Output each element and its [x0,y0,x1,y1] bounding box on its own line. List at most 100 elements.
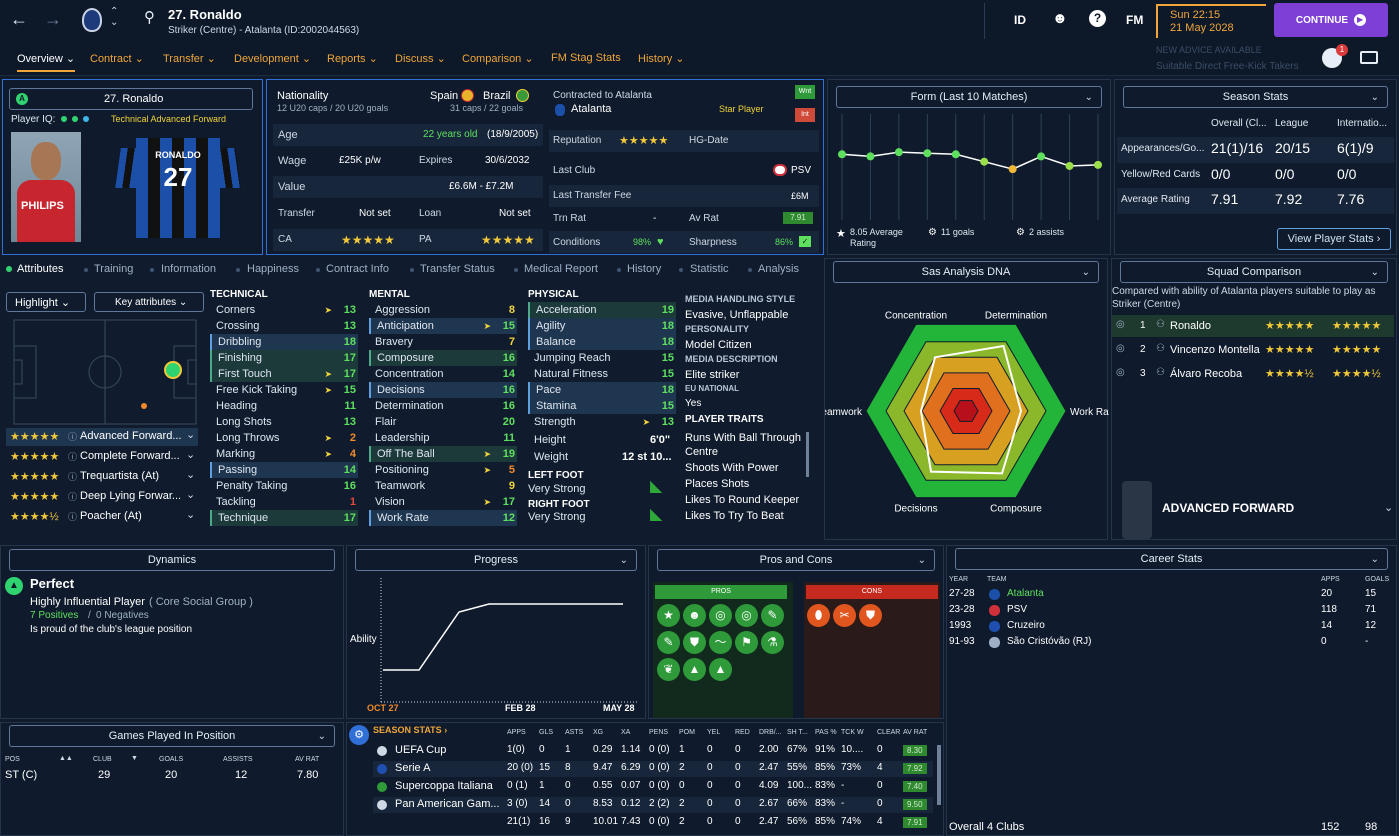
radio-icon[interactable]: ◎ [1116,343,1125,354]
target-icon[interactable]: ◎ [735,604,758,627]
brain-icon[interactable]: ☻ [1052,10,1068,27]
form-point[interactable] [1037,152,1046,161]
traits-scrollbar[interactable] [806,432,809,477]
season-table-scrollbar[interactable] [937,745,941,805]
attribute-row[interactable]: Long Shots 13 [210,414,358,430]
wave-icon[interactable]: 〜 [709,631,732,654]
career-team[interactable]: PSV [1007,604,1028,615]
squad-row[interactable]: ◎ 3 ⚇ Álvaro Recoba ★★★★½ ★★★★½ [1112,363,1394,385]
attribute-row[interactable]: Stamina 15 [528,398,676,414]
attribute-row[interactable]: Balance 18 [528,334,676,350]
cone-icon[interactable]: ▲ [683,658,706,681]
boot-icon[interactable]: ✎ [761,604,784,627]
squad-row[interactable]: ◎ 1 ⚇ Ronaldo ★★★★★ ★★★★★ [1112,315,1394,337]
tab-transfer-status[interactable]: Transfer Status [420,263,495,275]
attribute-row[interactable]: Work Rate 12 [369,510,517,526]
attribute-row[interactable]: Determination 16 [369,398,517,414]
contract-club[interactable]: Atalanta [571,103,612,115]
season-table-row[interactable]: Pan American Gam... 3 (0) 14 0 8.53 0.12 2 (2)… [373,797,933,813]
season-table-row[interactable]: Serie A 20 (0) 15 8 9.47 6.29 0 (0) 2 0 0 2.47 55% 8… [373,761,933,777]
squad-row[interactable]: ◎ 2 ⚇ Vincenzo Montella ★★★★★ ★★★★★ [1112,339,1394,361]
season-table-row[interactable]: Supercoppa Italiana 0 (1) 1 0 0.55 0.07 0 (0) 0… [373,779,933,795]
tab-statistic[interactable]: Statistic [690,263,729,275]
games-col-goals[interactable]: GOALS [159,756,184,763]
career-team[interactable]: Cruzeiro [1007,620,1045,631]
cone-icon[interactable]: ▲ [709,658,732,681]
pros-cons-header[interactable]: Pros and Cons ⌄ [657,549,935,571]
foot-icon[interactable]: ❦ [657,658,680,681]
attribute-row[interactable]: Crossing 13 [210,318,358,334]
attribute-row[interactable]: First Touch ➤ 17 [210,366,358,382]
season-table-col[interactable]: SH T... [787,729,808,736]
season-table-col[interactable]: CLEAR [877,729,901,736]
tab-attributes[interactable]: Attributes [17,263,64,275]
attribute-row[interactable]: Penalty Taking 16 [210,478,358,494]
attribute-row[interactable]: Free Kick Taking ➤ 15 [210,382,358,398]
nav-transfer[interactable]: Transfer ⌄ [163,53,216,65]
tab-analysis[interactable]: Analysis [758,263,799,275]
attribute-row[interactable]: Long Throws ➤ 2 [210,430,358,446]
shield-icon[interactable]: ⛊ [859,604,882,627]
attribute-row[interactable]: Off The Ball ➤ 19 [369,446,517,462]
star-icon[interactable]: ★ [657,604,680,627]
attribute-row[interactable]: Flair 20 [369,414,517,430]
form-point[interactable] [951,150,960,159]
attribute-row[interactable]: Corners ➤ 13 [210,302,358,318]
season-table-col[interactable]: APPS [507,729,526,736]
fm-button[interactable]: FM [1126,13,1144,27]
running-icon[interactable]: ⚑ [735,631,758,654]
season-table-row[interactable]: 21(1) 16 9 10.01 7.43 0 (0) 2 0 0 2.47 56% 85% 74% 4 7… [373,815,933,831]
form-point[interactable] [838,150,846,159]
attribute-row[interactable]: Bravery 7 [369,334,517,350]
squad-player-name[interactable]: Ronaldo [1170,320,1211,332]
highlight-dropdown[interactable]: Highlight ⌄ [6,292,86,312]
chevron-down-icon[interactable]: ⌄ [1384,502,1394,514]
attribute-row[interactable]: Natural Fitness 15 [528,366,676,382]
squad-player-name[interactable]: Álvaro Recoba [1170,368,1243,380]
interest-badge[interactable]: Int [795,108,815,122]
target-icon[interactable]: ◎ [709,604,732,627]
games-col-club[interactable]: CLUB [93,756,112,763]
tab-contract-info[interactable]: Contract Info [326,263,389,275]
tab-medical-report[interactable]: Medical Report [524,263,598,275]
season-table-col[interactable]: YEL [707,729,721,736]
date-display[interactable]: Sun 22:15 21 May 2028 [1156,4,1266,38]
key-attributes-dropdown[interactable]: Key attributes ⌄ [94,292,204,312]
updown-chevron-icon[interactable]: ⌃ ⌄ [110,6,119,28]
advice-text[interactable]: Suitable Direct Free-Kick Takers [1156,61,1299,72]
role-row[interactable]: ★★★★½ ⓘ Poacher (At) ⌄ [6,508,198,526]
games-header[interactable]: Games Played In Position ⌄ [9,725,335,747]
form-point[interactable] [866,152,875,161]
tab-training[interactable]: Training [94,263,134,275]
attribute-row[interactable]: Marking ➤ 4 [210,446,358,462]
form-point[interactable] [923,149,932,158]
season-table-col[interactable]: PAS % [815,729,837,736]
career-team[interactable]: Atalanta [1007,588,1044,599]
attribute-row[interactable]: Jumping Reach 15 [528,350,676,366]
career-header[interactable]: Career Stats ⌄ [955,548,1388,570]
attribute-row[interactable]: Pace 18 [528,382,676,398]
form-header[interactable]: Form (Last 10 Matches) ⌄ [836,86,1102,108]
tackle-icon[interactable]: ✂ [833,604,856,627]
gear-icon[interactable]: ⚙ [349,725,369,745]
career-team[interactable]: São Cristóvão (RJ) [1007,636,1092,647]
role-row[interactable]: ★★★★★ ⓘ Deep Lying Forwar... ⌄ [6,488,198,506]
season-table-col[interactable]: GLS [539,729,554,736]
games-col-pos[interactable]: POS [5,756,20,763]
role-row[interactable]: ★★★★★ ⓘ Complete Forward... ⌄ [6,448,198,466]
form-point[interactable] [1094,160,1102,169]
attribute-row[interactable]: Agility 18 [528,318,676,334]
attribute-row[interactable]: Technique 17 [210,510,358,526]
attribute-row[interactable]: Finishing 17 [210,350,358,366]
last-club-value[interactable]: PSV [791,165,812,176]
nav-comparison[interactable]: Comparison ⌄ [462,53,534,65]
flask-icon[interactable]: ⚗ [761,631,784,654]
attribute-row[interactable]: Concentration 14 [369,366,517,382]
season-table-col[interactable]: RED [735,729,750,736]
tab-information[interactable]: Information [161,263,217,275]
attribute-row[interactable]: Composure 16 [369,350,517,366]
nav-discuss[interactable]: Discuss ⌄ [395,53,446,65]
role-row[interactable]: ★★★★★ ⓘ Advanced Forward... ⌄ [6,428,198,446]
radio-icon[interactable]: ◎ [1116,319,1125,330]
id-button[interactable]: ID [1014,13,1026,27]
